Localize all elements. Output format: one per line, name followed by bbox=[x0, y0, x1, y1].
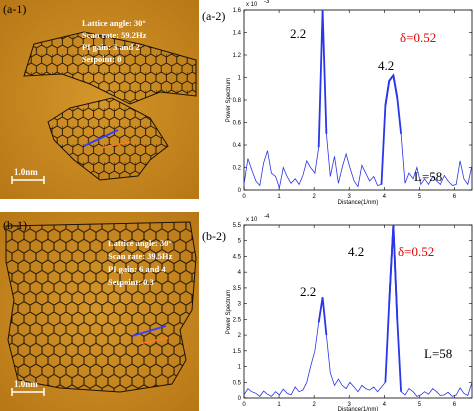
x-tick-label: 3 bbox=[348, 194, 352, 200]
param-setpoint-a1: Setpoint: 0 bbox=[82, 54, 121, 64]
y-tick-label: 2 bbox=[238, 333, 242, 339]
y-axis-label: Power Spectrum bbox=[226, 290, 232, 334]
graphene-patch-large bbox=[5, 221, 197, 393]
delta-annotation: δ=0.52 bbox=[398, 244, 434, 259]
y-tick-label: 1 bbox=[238, 76, 242, 82]
plot-frame bbox=[243, 224, 473, 399]
spectrum-peak-emphasis bbox=[317, 297, 328, 336]
y-tick-label: 1 bbox=[238, 365, 242, 371]
y-tick-label: 0.5 bbox=[233, 380, 242, 386]
stm-image-b1: (b-1) Lattice angle: 30° Scan rate: 39.5… bbox=[0, 212, 199, 411]
peak-label-first: 2.2 bbox=[290, 26, 306, 41]
graphene-patch-top bbox=[23, 31, 197, 105]
param-lattice-a1: Lattice angle: 30° bbox=[82, 18, 146, 28]
x-tick-label: 1 bbox=[277, 194, 281, 200]
y-tick-label: 2.5 bbox=[233, 317, 242, 323]
panel-label-b1: (b-1) bbox=[3, 218, 27, 232]
peak-label-second: 4.2 bbox=[348, 244, 364, 259]
measure-line-blue bbox=[83, 129, 119, 147]
y-tick-label: 5 bbox=[238, 239, 242, 245]
x-axis-label: Distance(1/nm) bbox=[338, 407, 379, 411]
panel-label: (a-2) bbox=[202, 9, 225, 23]
spectrum-peak-emphasis bbox=[392, 75, 402, 134]
length-annotation: L=58 bbox=[414, 169, 442, 184]
y-tick-label: 1.5 bbox=[233, 349, 242, 355]
y-tick-label: 1.2 bbox=[233, 53, 242, 59]
x-tick-label: 0 bbox=[242, 402, 246, 408]
peak-label-second: 4.2 bbox=[378, 58, 394, 73]
exponent-value: -3 bbox=[264, 0, 270, 5]
scalebar-b1 bbox=[11, 388, 45, 396]
spectrum-line bbox=[243, 224, 473, 397]
x-tick-label: 3 bbox=[348, 402, 352, 408]
graphene-patch-bottom bbox=[47, 97, 169, 181]
x-tick-label: 1 bbox=[277, 402, 281, 408]
param-setpoint-b1: Setpoint: 0.3 bbox=[108, 277, 154, 287]
y-tick-label: 0.6 bbox=[233, 121, 242, 127]
spectrum-line bbox=[243, 9, 473, 190]
y-tick-label: 4 bbox=[238, 270, 242, 276]
x-tick-label: 6 bbox=[453, 402, 457, 408]
stm-image-a1: (a-1) Lattice angle: 30° Scan rate: 59.2… bbox=[0, 0, 199, 199]
measure-line-blue-b1 bbox=[131, 325, 167, 337]
param-pi-a1: PI gain: 3 and 2 bbox=[82, 42, 140, 52]
y-tick-label: 4.5 bbox=[233, 254, 242, 260]
scalebar-label-a1: 1.0nm bbox=[14, 167, 38, 177]
spectrum-peak-emphasis bbox=[317, 9, 328, 148]
length-annotation: L=58 bbox=[424, 346, 452, 361]
y-axis-label: Power Spectrum bbox=[226, 78, 232, 122]
power-spectrum-chart-a2: 0 0.2 0.4 0.6 0.8 1 1.2 1.4 1.6 0 1 2 3 4 5 6 (a-2) x 10 -… bbox=[202, 0, 473, 206]
x-tick-label: 5 bbox=[418, 402, 422, 408]
delta-annotation: δ=0.52 bbox=[400, 30, 436, 45]
y-tick-label: 1.6 bbox=[233, 8, 242, 14]
scalebar-label-b1: 1.0nm bbox=[14, 379, 38, 389]
param-lattice-b1: Lattice angle: 30° bbox=[108, 238, 172, 248]
x-tick-label: 2 bbox=[312, 402, 316, 408]
exponent-label: x 10 bbox=[246, 2, 258, 8]
y-tick-label: 3.5 bbox=[233, 286, 242, 292]
panel-label-a1: (a-1) bbox=[3, 2, 26, 16]
x-tick-label: 5 bbox=[418, 194, 422, 200]
spectrum-peak-emphasis bbox=[392, 224, 402, 392]
param-pi-b1: PI gain: 6 and 4 bbox=[108, 264, 166, 274]
y-tick-label: 0.8 bbox=[233, 98, 242, 104]
y-tick-label: 5.5 bbox=[233, 223, 242, 229]
plot-frame bbox=[243, 9, 473, 191]
peak-label-first: 2.2 bbox=[300, 284, 316, 299]
x-tick-label: 6 bbox=[453, 194, 457, 200]
y-tick-label: 0.2 bbox=[233, 166, 242, 172]
panel-label: (b-2) bbox=[202, 229, 226, 243]
y-tick-label: 3 bbox=[238, 302, 242, 308]
power-spectrum-chart-b2: 0 0.5 1 1.5 2 2.5 3 3.5 4 4.5 5 5.5 0 1 2 3 4 5 6 (b-2) x 10… bbox=[202, 214, 473, 411]
y-tick-label: 0 bbox=[238, 396, 242, 402]
measure-line-orange bbox=[99, 141, 131, 149]
x-tick-label: 2 bbox=[312, 194, 316, 200]
param-scan-b1: Scan rate: 39.5Hz bbox=[108, 251, 173, 261]
x-tick-label: 4 bbox=[383, 402, 387, 408]
scalebar-a1 bbox=[11, 176, 45, 184]
exponent-label: x 10 bbox=[246, 217, 258, 223]
exponent-value: -4 bbox=[264, 214, 270, 220]
x-tick-label: 0 bbox=[242, 194, 246, 200]
measure-line-orange-b1 bbox=[137, 337, 169, 345]
y-tick-label: 0 bbox=[238, 188, 242, 194]
y-tick-label: 1.4 bbox=[233, 31, 242, 37]
param-scan-a1: Scan rate: 59.2Hz bbox=[82, 30, 147, 40]
y-tick-label: 0.4 bbox=[233, 143, 242, 149]
x-axis-label: Distance(1/nm) bbox=[338, 200, 379, 206]
x-tick-label: 4 bbox=[383, 194, 387, 200]
